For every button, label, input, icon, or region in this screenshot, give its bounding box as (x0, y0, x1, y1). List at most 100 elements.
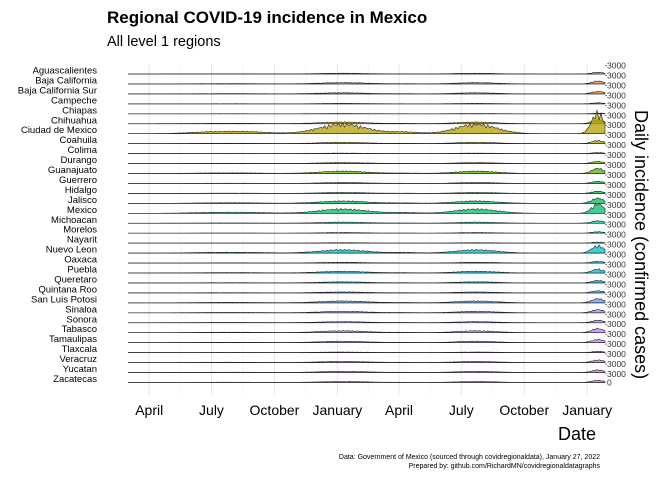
ridge-tamaulipas (128, 338, 606, 343)
y-tick-label: 3000 (607, 299, 626, 309)
y-tick-label: 3000 (607, 90, 626, 100)
y-tick-label: 3000 (607, 220, 626, 230)
gridlines (148, 64, 588, 395)
region-label: Oaxaca (64, 255, 97, 266)
ridge-jalisco (128, 197, 606, 204)
caption-source: Data: Government of Mexico (sourced thro… (338, 454, 600, 461)
ridge-durango (128, 160, 606, 164)
y-tick-label: 3000 (607, 190, 626, 200)
y-tick-label: 3000 (607, 200, 626, 210)
y-tick-label: 3000 (607, 61, 626, 71)
ridge-mexico (128, 203, 606, 214)
region-label: Tamaulipas (49, 334, 97, 345)
ridge-tabasco (128, 327, 606, 333)
region-label: Veracruz (60, 354, 98, 365)
region-label: Guerrero (59, 175, 97, 186)
y-tick-label: 3000 (607, 289, 626, 299)
y-tick-label: 3000 (607, 319, 626, 329)
region-label: Aguascalientes (33, 66, 98, 77)
region-label: Morelos (63, 225, 97, 236)
ridge-colima (128, 152, 606, 154)
y-tick-label: 3000 (607, 230, 626, 240)
ridge-hidalgo (128, 191, 606, 194)
x-tick-label: October (250, 402, 300, 418)
y-tick-label: 3000 (607, 140, 626, 150)
region-label: Campeche (51, 95, 97, 106)
y-tick-label: 3000 (607, 309, 626, 319)
region-label: Baja California (35, 75, 97, 86)
chart-title: Regional COVID-19 incidence in Mexico (107, 8, 428, 27)
y-tick-label: 3000 (607, 359, 626, 369)
chart-subtitle: All level 1 regions (107, 34, 221, 50)
ridge-michoacan (128, 220, 606, 224)
x-tick-label: October (499, 402, 549, 418)
x-tick-label: July (199, 402, 224, 418)
x-tick-label: January (313, 402, 363, 418)
ridge-zacatecas (128, 379, 606, 383)
ridge-campeche (128, 102, 606, 105)
y-tick-label: 3000 (607, 80, 626, 90)
region-label: Nuevo Leon (46, 245, 97, 256)
ridge-yucatan (128, 369, 606, 373)
y-tick-label: 3000 (607, 180, 626, 190)
caption-author: Prepared by: github.com/RichardMN/covidr… (408, 463, 600, 470)
region-label: Sinaloa (65, 304, 97, 315)
region-label: Guanajuato (48, 165, 97, 176)
ridge-sonora (128, 319, 606, 324)
x-tick-label: April (135, 402, 163, 418)
region-label: Yucatan (63, 364, 97, 375)
region-label: Tabasco (62, 324, 97, 335)
ridge-oaxaca (128, 260, 606, 264)
region-label: Durango (61, 155, 97, 166)
ridge-baja-california (128, 80, 606, 85)
region-label: Sonora (66, 314, 97, 325)
region-label: Zacatecas (53, 374, 97, 385)
region-label: Colima (67, 145, 97, 156)
ridge-puebla (128, 268, 606, 274)
ridge-morelos (128, 231, 606, 234)
region-label: Hidalgo (65, 185, 97, 196)
region-label: San Luis Potosi (31, 294, 97, 305)
ridge-baja-california-sur (128, 90, 606, 95)
y-tick-label: 3000 (607, 150, 626, 160)
y-tick-label: 3000 (607, 210, 626, 220)
region-label: Chihuahua (51, 115, 98, 126)
y-tick-label: 3000 (607, 160, 626, 170)
region-label: Mexico (67, 205, 97, 216)
region-label: Queretaro (54, 274, 97, 285)
y-tick-label: 3000 (607, 329, 626, 339)
y-tick-label: 3000 (607, 100, 626, 110)
y-tick-label: 3000 (607, 120, 626, 130)
ridge-ciudad-de-mexico (128, 109, 606, 134)
ridge-nayarit (128, 241, 606, 244)
y-tick-label: 3000 (607, 110, 626, 120)
y-tick-label: 3000 (607, 349, 626, 359)
x-tick-label: July (449, 402, 474, 418)
region-label: Ciudad de Mexico (21, 125, 97, 136)
y-tick-label: 3000 (607, 240, 626, 250)
ridge-queretaro (128, 279, 606, 284)
ridge-aguascalientes (128, 71, 606, 75)
region-label: Jalisco (68, 195, 97, 206)
region-label: Coahuila (60, 135, 98, 146)
region-label: Michoacan (51, 215, 97, 226)
ridge-guerrero (128, 180, 606, 184)
y-tick-labels: 3000300030003000300030003000300030003000… (605, 61, 626, 387)
region-label: Puebla (67, 265, 97, 276)
y-tick-label: 3000 (607, 130, 626, 140)
y-tick-label: 3000 (607, 250, 626, 260)
x-axis-label: Date (558, 424, 597, 444)
ridge-san-luis-potosi (128, 298, 606, 304)
y-tick-label-zero: 0 (607, 377, 612, 387)
ridge-sinaloa (128, 309, 606, 314)
ridge-veracruz (128, 359, 606, 363)
region-label: Chiapas (62, 105, 97, 116)
x-tick-labels: April July October January April July October J… (135, 402, 612, 418)
ridge-coahuila (128, 139, 606, 144)
x-tick-label: April (385, 402, 413, 418)
y-tick-label: 3000 (607, 279, 626, 289)
y-tick-label: 3000 (607, 70, 626, 80)
y-tick-label: 3000 (607, 260, 626, 270)
